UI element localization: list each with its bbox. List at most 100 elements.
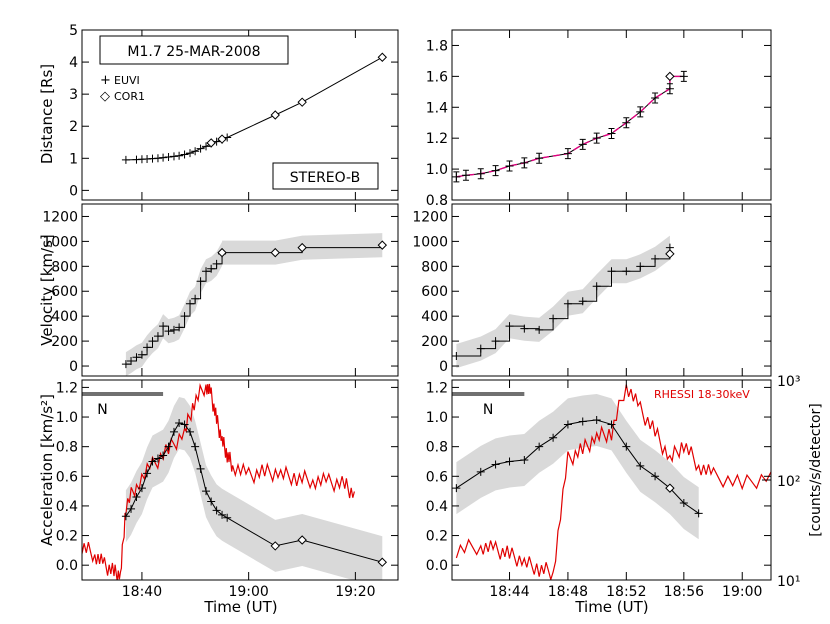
- spacecraft-label: STEREO-B: [290, 170, 360, 186]
- euvi-point: [636, 262, 645, 271]
- y-tick-label: 1000: [42, 234, 78, 250]
- y-tick-label: 1.6: [426, 69, 448, 85]
- cor1-point: [206, 138, 216, 148]
- euvi-point: [491, 337, 500, 346]
- right-y-tick-label: 10¹: [777, 574, 800, 590]
- profile-line: [456, 75, 684, 178]
- left-distance-panel: 0 1 2 3 4 5: [69, 23, 399, 201]
- ylabel-velocity: Velocity [km/s]: [38, 234, 56, 345]
- euvi-point: [164, 442, 173, 451]
- panel-frame: [81, 29, 399, 201]
- x-tick-label: 19:00: [228, 584, 268, 600]
- y-tick-label: 1200: [42, 209, 78, 225]
- euvi-point: [476, 467, 485, 476]
- euvi-point: [651, 94, 660, 102]
- panel-frame: [451, 203, 772, 377]
- euvi-point: [563, 299, 572, 308]
- euvi-point: [505, 457, 514, 466]
- euvi-point: [196, 464, 205, 473]
- euvi-point: [622, 267, 631, 276]
- euvi-point: [191, 442, 200, 451]
- euvi-point: [505, 162, 514, 170]
- y-tick-label: 0.2: [426, 529, 448, 545]
- euvi-point: [127, 504, 136, 513]
- euvi-point: [207, 264, 216, 273]
- euvi-point: [175, 323, 184, 332]
- euvi-point: [121, 512, 130, 521]
- euvi-point: [694, 509, 703, 518]
- velocity-profile: [125, 245, 383, 365]
- y-tick-label: 1.2: [426, 131, 448, 147]
- x-tick-label: 18:52: [606, 584, 646, 600]
- euvi-point: [476, 344, 485, 353]
- euvi-point: [665, 84, 674, 93]
- y-tick-label: 400: [51, 309, 78, 325]
- y-tick-label: 0.4: [426, 499, 448, 515]
- euvi-point: [121, 155, 130, 164]
- euvi-point: [505, 322, 514, 331]
- euvi-point: [520, 456, 529, 464]
- plot-area: [121, 233, 388, 376]
- y-tick-label: 4: [69, 55, 78, 71]
- rhessi-label: RHESSI 18-30keV: [654, 388, 750, 401]
- y-tick-label: 1: [69, 151, 78, 167]
- euvi-point: [164, 327, 173, 336]
- euvi-point: [164, 153, 173, 162]
- y-tick-label: 0.0: [426, 558, 448, 574]
- cor1-point: [217, 247, 227, 258]
- euvi-point: [679, 72, 688, 81]
- cor1-point: [377, 557, 388, 567]
- nonlinear-bar: [82, 392, 164, 396]
- legend-box: M1.7 25-MAR-2008 + EUVI ◇ COR1: [99, 35, 289, 104]
- y-tick-label: 1.0: [426, 410, 448, 426]
- euvi-point: [520, 324, 529, 333]
- y-tick-label: 0.8: [426, 193, 448, 209]
- euvi-point: [169, 427, 178, 436]
- euvi-point: [563, 420, 572, 429]
- cor1-point: [377, 52, 388, 62]
- y-tick-label: 400: [421, 309, 448, 325]
- euvi-point: [202, 487, 211, 496]
- rhessi-curve: [82, 383, 355, 580]
- euvi-point: [212, 506, 221, 515]
- euvi-point: [143, 469, 152, 478]
- y-tick-label: 1.2: [426, 380, 448, 396]
- x-tick-label: 19:00: [722, 584, 762, 600]
- y-tick-label: 0.8: [56, 440, 78, 456]
- x-tick-label: 18:44: [489, 584, 529, 600]
- euvi-point: [169, 152, 178, 161]
- euvi-point: [578, 140, 587, 149]
- euvi-point: [137, 350, 146, 359]
- y-tick-label: 0: [69, 183, 78, 199]
- xlabel-right: Time (UT): [574, 598, 648, 616]
- right-acceleration-panel: N 0.0 0.2 0.4 0.6 0.8 1.0 1.2 18:44 18:48 18:52 18:…: [426, 374, 801, 600]
- euvi-point: [223, 513, 232, 522]
- cor1-point: [665, 71, 675, 82]
- euvi-point: [520, 158, 529, 167]
- euvi-point: [202, 142, 211, 151]
- euvi-point: [159, 153, 168, 162]
- euvi-point: [148, 337, 157, 346]
- euvi-point: [175, 151, 184, 160]
- euvi-point: [218, 510, 227, 519]
- euvi-point: [679, 498, 688, 507]
- x-tick-label: 18:40: [122, 584, 162, 600]
- profile-line: [125, 56, 383, 161]
- euvi-point: [153, 154, 162, 163]
- x-tick-label: 19:20: [335, 584, 375, 600]
- euvi-point: [636, 107, 645, 116]
- euvi-point: [607, 129, 616, 138]
- euvi-point: [476, 169, 485, 178]
- ylabel-acceleration: Acceleration [km/s²]: [38, 394, 56, 546]
- euvi-point: [549, 433, 558, 442]
- euvi-point: [196, 277, 205, 286]
- y-tick-label: 0.6: [426, 469, 448, 485]
- y-tick-label: 1.8: [426, 38, 448, 54]
- y-tick-label: 0.6: [56, 469, 78, 485]
- xlabel-left: Time (UT): [203, 598, 277, 616]
- y-tick-label: 0: [439, 359, 448, 375]
- cor1-point: [665, 249, 675, 259]
- euvi-point: [191, 294, 200, 303]
- euvi-point: [607, 267, 616, 276]
- euvi-point: [159, 451, 168, 460]
